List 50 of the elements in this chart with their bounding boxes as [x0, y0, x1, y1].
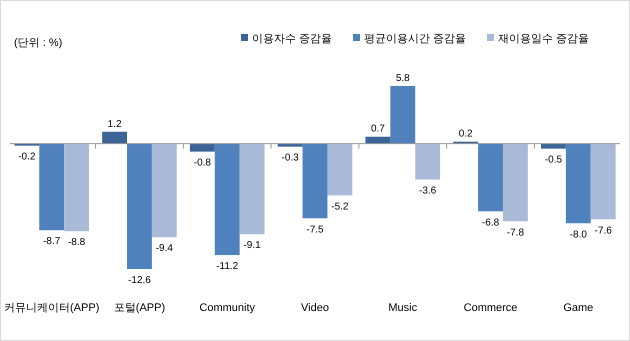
- data-label: -0.2: [18, 152, 36, 163]
- data-label: -12.6: [128, 275, 152, 286]
- bar: [302, 144, 328, 218]
- data-label: 1.2: [108, 118, 122, 130]
- bar: [327, 144, 352, 196]
- bar: [102, 132, 128, 144]
- x-tick-label: Music: [388, 302, 418, 314]
- bar: [214, 144, 240, 256]
- legend-label: 이용자수 증감율: [252, 33, 332, 45]
- legend-label: 재이용일수 증감율: [498, 33, 590, 45]
- x-tick-label: 포털(APP): [114, 302, 166, 314]
- x-tick-label: Community: [199, 302, 256, 314]
- data-label: -8.0: [570, 229, 588, 240]
- data-label: -5.2: [331, 201, 349, 212]
- data-label: -7.6: [594, 225, 612, 236]
- bar: [502, 144, 528, 222]
- data-label: -0.5: [544, 154, 562, 166]
- data-label: -3.6: [419, 185, 437, 196]
- data-label: -0.3: [282, 152, 300, 164]
- bar: [478, 144, 503, 212]
- legend-label: 평균이용시간 증감율: [364, 33, 466, 45]
- x-tick-label: Commerce: [464, 302, 518, 314]
- bar: [566, 144, 591, 224]
- bar: [64, 144, 89, 232]
- data-label: 0.2: [458, 128, 474, 140]
- bar: [590, 144, 616, 220]
- data-label: -0.8: [194, 158, 212, 169]
- data-label: -9.1: [243, 240, 262, 252]
- bar: [415, 144, 440, 180]
- data-label: -7.5: [306, 224, 324, 236]
- data-label: -11.2: [216, 261, 239, 272]
- bar: [541, 144, 566, 149]
- data-label: -8.7: [43, 236, 61, 248]
- bar: [240, 144, 265, 234]
- bar: [39, 144, 64, 230]
- data-label: -9.4: [156, 243, 174, 254]
- data-label: 5.8: [396, 73, 410, 84]
- bar: [190, 144, 215, 152]
- y-axis-title: (단위 : %): [14, 37, 62, 49]
- data-label: -7.8: [506, 227, 524, 238]
- x-tick-label: Video: [301, 302, 329, 314]
- bar: [152, 144, 177, 238]
- bar: [127, 144, 152, 269]
- data-label: 0.7: [370, 124, 386, 135]
- bar: [390, 86, 416, 144]
- data-label: -8.8: [68, 237, 86, 248]
- x-tick-label: Game: [563, 302, 594, 314]
- x-tick-label: 커뮤니케이터(APP): [4, 302, 100, 314]
- bar: [365, 136, 390, 144]
- data-label: -6.8: [482, 217, 500, 228]
